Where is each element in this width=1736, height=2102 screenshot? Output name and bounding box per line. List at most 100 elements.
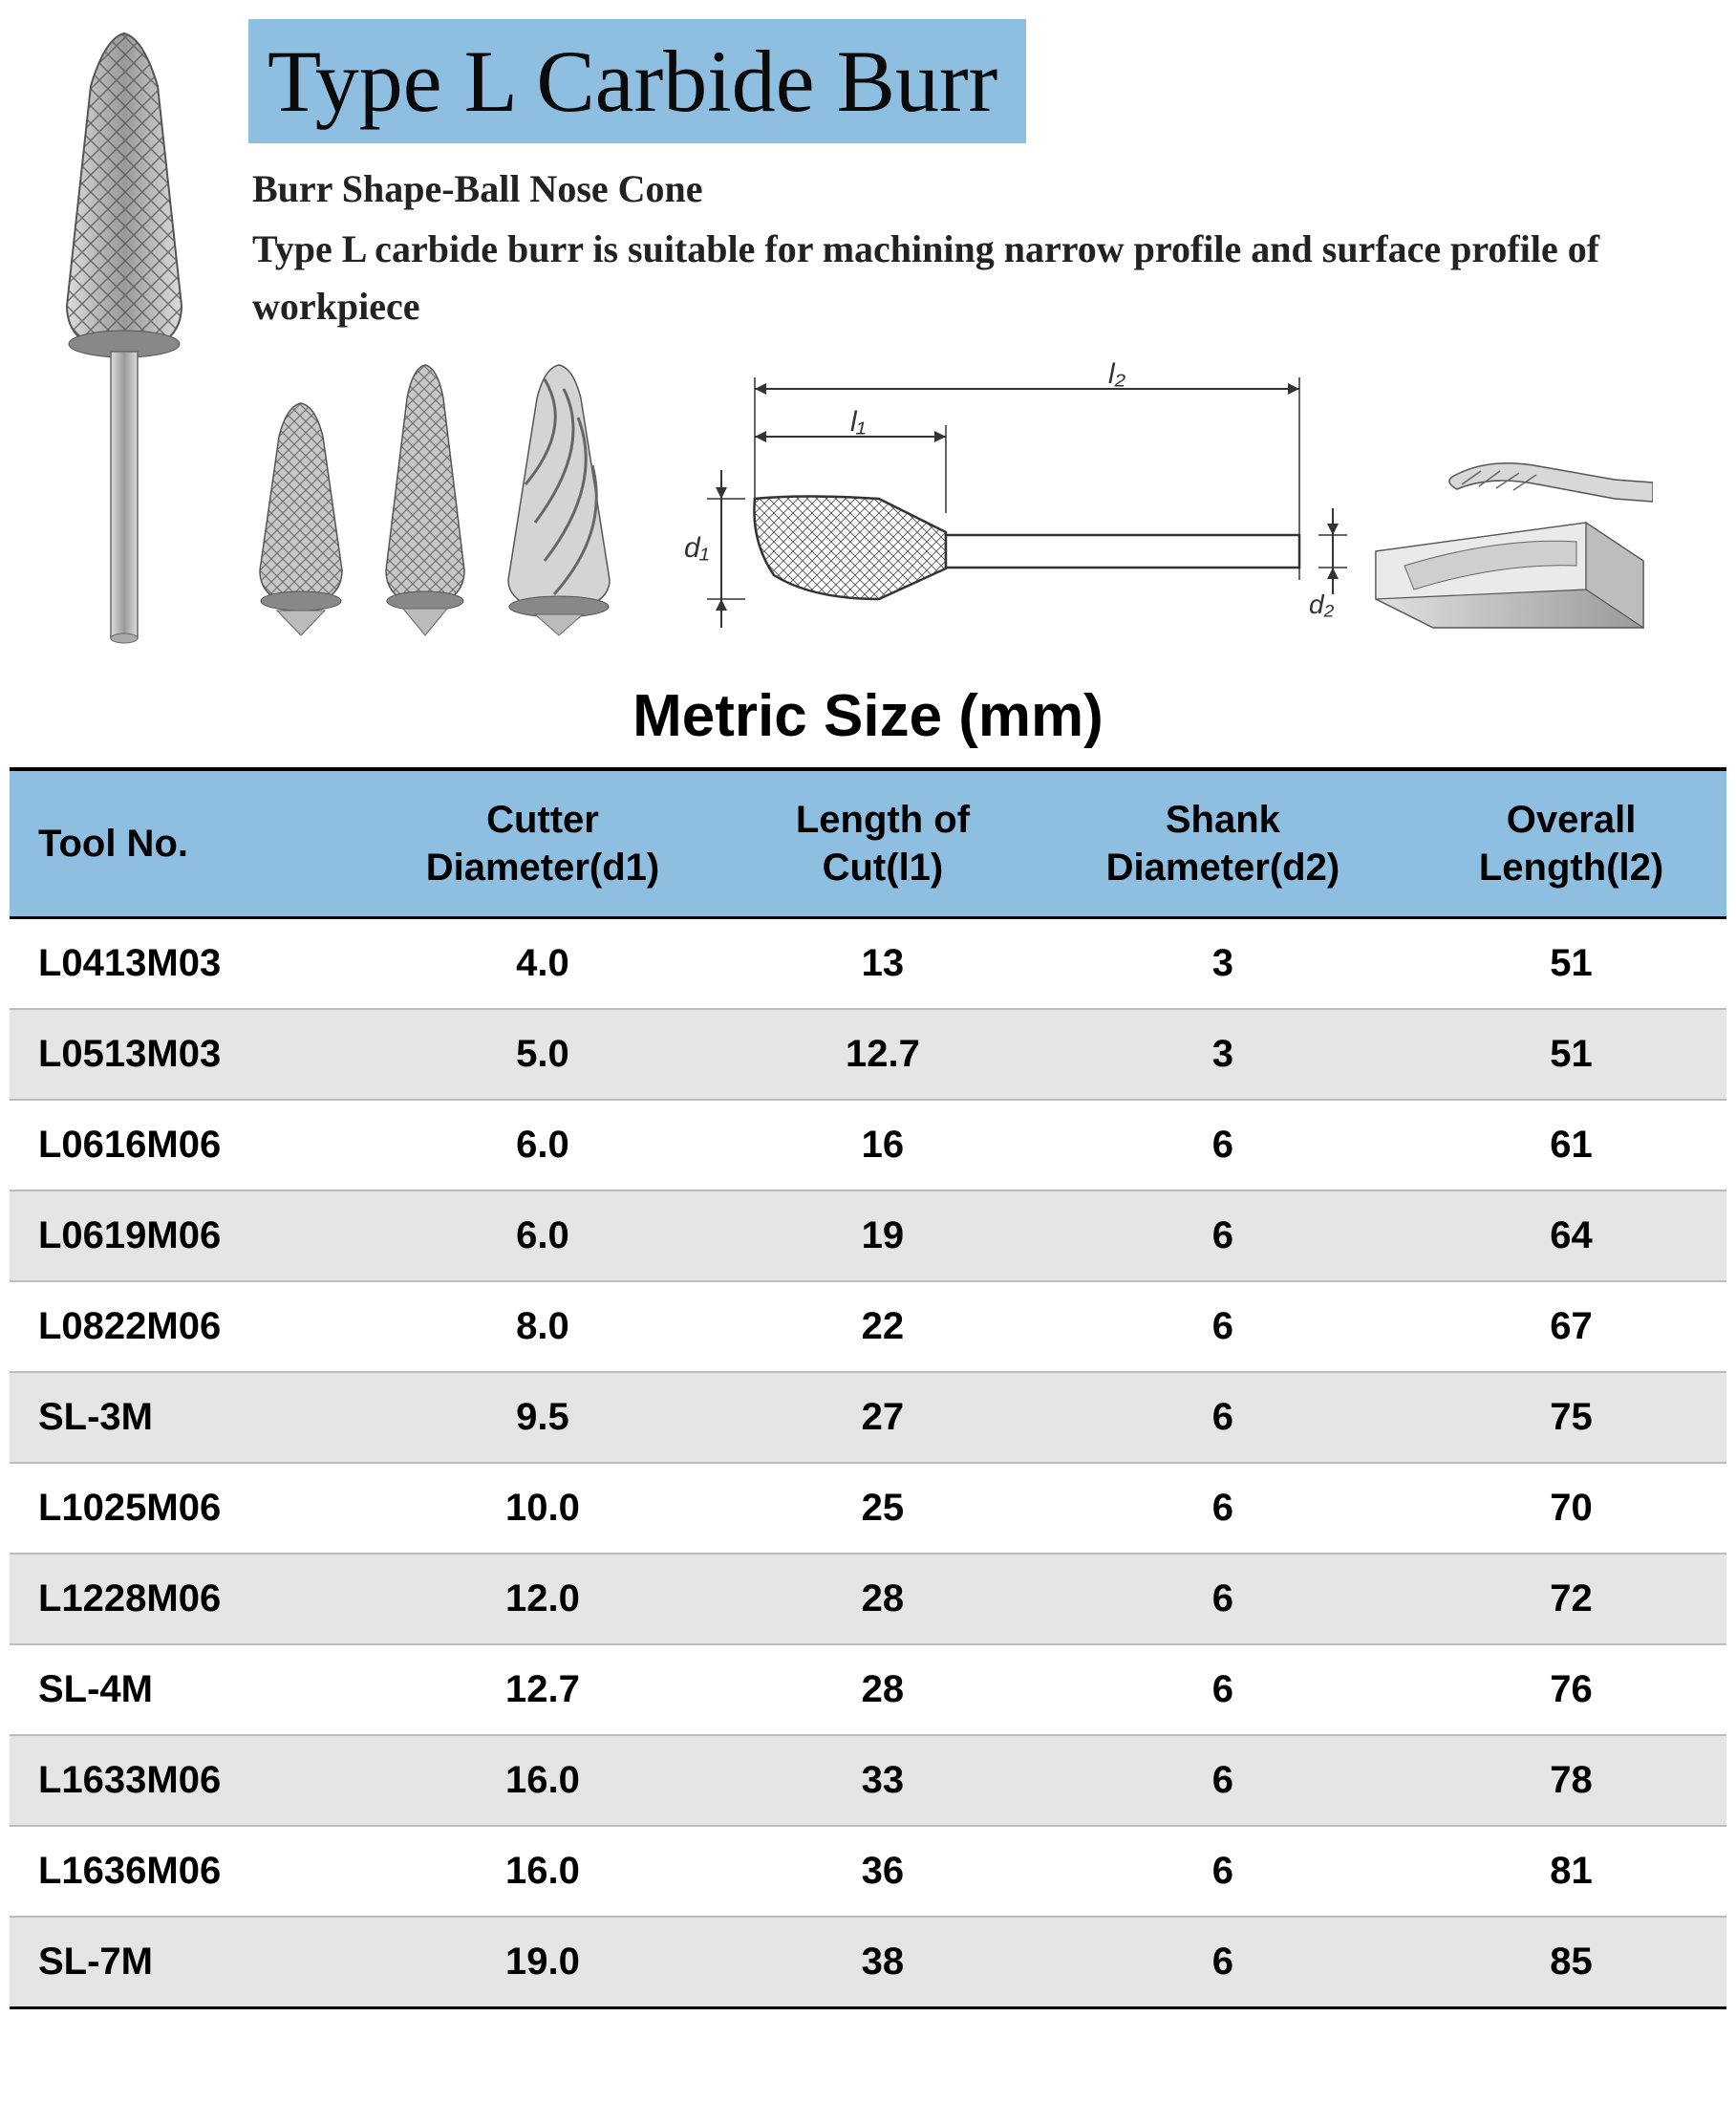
cell-d2: 6 bbox=[1030, 1100, 1416, 1190]
cell-l1: 12.7 bbox=[736, 1009, 1030, 1100]
cell-l1: 28 bbox=[736, 1554, 1030, 1644]
cell-tool: L0822M06 bbox=[10, 1281, 350, 1372]
table-header: Tool No. CutterDiameter(d1) Length ofCut… bbox=[10, 769, 1726, 918]
subtitle: Burr Shape-Ball Nose Cone bbox=[248, 166, 1688, 211]
cell-d2: 6 bbox=[1030, 1735, 1416, 1826]
title-banner: Type L Carbide Burr bbox=[248, 19, 1026, 143]
cell-l1: 25 bbox=[736, 1463, 1030, 1554]
col-tool: Tool No. bbox=[10, 769, 350, 918]
cell-d1: 9.5 bbox=[350, 1372, 736, 1463]
cell-d1: 12.0 bbox=[350, 1554, 736, 1644]
cell-l1: 13 bbox=[736, 918, 1030, 1010]
header-row: Type L Carbide Burr Burr Shape-Ball Nose… bbox=[10, 19, 1726, 650]
label-d2: d₂ bbox=[1309, 590, 1335, 619]
cell-d2: 3 bbox=[1030, 1009, 1416, 1100]
cell-d1: 8.0 bbox=[350, 1281, 736, 1372]
cell-d1: 12.7 bbox=[350, 1644, 736, 1735]
spec-table: Tool No. CutterDiameter(d1) Length ofCut… bbox=[10, 767, 1726, 2009]
col-d1: CutterDiameter(d1) bbox=[350, 769, 736, 918]
cell-tool: L0616M06 bbox=[10, 1100, 350, 1190]
tech-diagram: l₂ l₁ bbox=[631, 360, 1688, 637]
cell-d2: 6 bbox=[1030, 1281, 1416, 1372]
cell-l1: 38 bbox=[736, 1917, 1030, 2008]
cell-l2: 67 bbox=[1416, 1281, 1726, 1372]
cell-tool: L1228M06 bbox=[10, 1554, 350, 1644]
label-l1: l₁ bbox=[850, 406, 866, 438]
cell-l2: 64 bbox=[1416, 1190, 1726, 1281]
cell-l2: 51 bbox=[1416, 1009, 1726, 1100]
cell-tool: SL-3M bbox=[10, 1372, 350, 1463]
cell-d2: 6 bbox=[1030, 1372, 1416, 1463]
table-row: SL-3M9.527675 bbox=[10, 1372, 1726, 1463]
label-l2: l₂ bbox=[1108, 360, 1126, 390]
small-burrs bbox=[248, 360, 621, 637]
cell-l2: 51 bbox=[1416, 918, 1726, 1010]
cell-l2: 76 bbox=[1416, 1644, 1726, 1735]
cell-d2: 6 bbox=[1030, 1463, 1416, 1554]
cell-l1: 27 bbox=[736, 1372, 1030, 1463]
table-row: L1025M0610.025670 bbox=[10, 1463, 1726, 1554]
cell-l2: 85 bbox=[1416, 1917, 1726, 2008]
table-row: SL-4M12.728676 bbox=[10, 1644, 1726, 1735]
cell-l2: 75 bbox=[1416, 1372, 1726, 1463]
cell-tool: L1025M06 bbox=[10, 1463, 350, 1554]
table-row: L0616M066.016661 bbox=[10, 1100, 1726, 1190]
cell-d2: 6 bbox=[1030, 1644, 1416, 1735]
cell-d1: 19.0 bbox=[350, 1917, 736, 2008]
cell-tool: SL-4M bbox=[10, 1644, 350, 1735]
table-row: L0619M066.019664 bbox=[10, 1190, 1726, 1281]
cell-d2: 6 bbox=[1030, 1917, 1416, 2008]
label-d1: d₁ bbox=[684, 532, 709, 564]
cell-tool: L1636M06 bbox=[10, 1826, 350, 1917]
table-row: SL-7M19.038685 bbox=[10, 1917, 1726, 2008]
table-body: L0413M034.013351L0513M035.012.7351L0616M… bbox=[10, 918, 1726, 2008]
page: Type L Carbide Burr Burr Shape-Ball Nose… bbox=[0, 0, 1736, 2048]
cell-l2: 70 bbox=[1416, 1463, 1726, 1554]
section-title: Metric Size (mm) bbox=[10, 682, 1726, 750]
table-row: L1636M0616.036681 bbox=[10, 1826, 1726, 1917]
table-row: L1633M0616.033678 bbox=[10, 1735, 1726, 1826]
col-l1: Length ofCut(l1) bbox=[736, 769, 1030, 918]
cell-d2: 6 bbox=[1030, 1190, 1416, 1281]
cell-d1: 4.0 bbox=[350, 918, 736, 1010]
cell-l1: 19 bbox=[736, 1190, 1030, 1281]
main-burr-image bbox=[29, 19, 220, 650]
burr-large-icon bbox=[48, 29, 201, 650]
cell-l1: 33 bbox=[736, 1735, 1030, 1826]
cell-d1: 6.0 bbox=[350, 1190, 736, 1281]
table-row: L0822M068.022667 bbox=[10, 1281, 1726, 1372]
cell-l2: 61 bbox=[1416, 1100, 1726, 1190]
burr-small-3-icon bbox=[497, 360, 621, 637]
diagram-row: l₂ l₁ bbox=[248, 360, 1688, 637]
cell-tool: L1633M06 bbox=[10, 1735, 350, 1826]
cell-l2: 78 bbox=[1416, 1735, 1726, 1826]
cell-l2: 72 bbox=[1416, 1554, 1726, 1644]
cell-d2: 6 bbox=[1030, 1826, 1416, 1917]
burr-small-2-icon bbox=[373, 360, 478, 637]
page-title: Type L Carbide Burr bbox=[268, 32, 997, 130]
col-l2: OverallLength(l2) bbox=[1416, 769, 1726, 918]
cell-d1: 16.0 bbox=[350, 1826, 736, 1917]
workpiece-diagram-icon bbox=[1366, 437, 1653, 637]
cell-d1: 6.0 bbox=[350, 1100, 736, 1190]
cell-d1: 10.0 bbox=[350, 1463, 736, 1554]
header-right: Type L Carbide Burr Burr Shape-Ball Nose… bbox=[248, 19, 1726, 637]
cell-l1: 36 bbox=[736, 1826, 1030, 1917]
cell-d2: 6 bbox=[1030, 1554, 1416, 1644]
cell-tool: SL-7M bbox=[10, 1917, 350, 2008]
description: Type L carbide burr is suitable for mach… bbox=[248, 221, 1688, 335]
cell-d2: 3 bbox=[1030, 918, 1416, 1010]
table-row: L0413M034.013351 bbox=[10, 918, 1726, 1010]
cell-d1: 5.0 bbox=[350, 1009, 736, 1100]
cell-l1: 28 bbox=[736, 1644, 1030, 1735]
dimension-diagram-icon: l₂ l₁ bbox=[659, 360, 1347, 637]
table-row: L1228M0612.028672 bbox=[10, 1554, 1726, 1644]
cell-tool: L0619M06 bbox=[10, 1190, 350, 1281]
cell-tool: L0513M03 bbox=[10, 1009, 350, 1100]
cell-d1: 16.0 bbox=[350, 1735, 736, 1826]
cell-l2: 81 bbox=[1416, 1826, 1726, 1917]
burr-small-1-icon bbox=[248, 398, 354, 637]
cell-tool: L0413M03 bbox=[10, 918, 350, 1010]
table-row: L0513M035.012.7351 bbox=[10, 1009, 1726, 1100]
cell-l1: 22 bbox=[736, 1281, 1030, 1372]
